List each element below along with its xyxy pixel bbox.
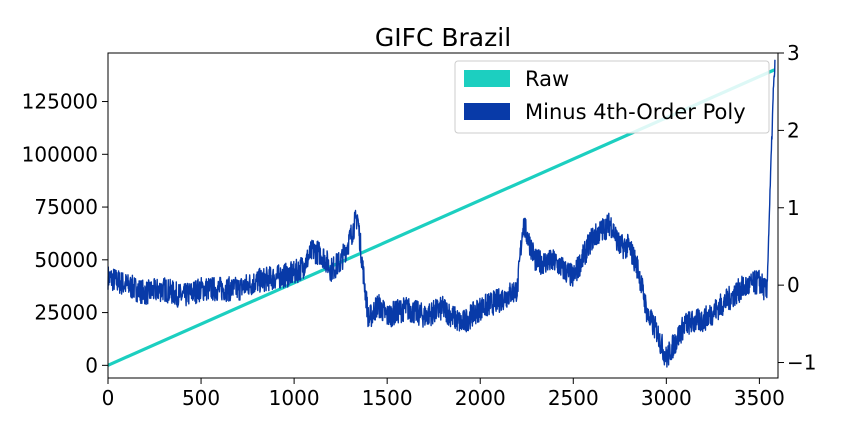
- series-minus-poly-line: [107, 59, 776, 368]
- y-right-tick-label: 2: [787, 118, 800, 142]
- y-left-tick-label: 100000: [22, 142, 98, 166]
- x-tick-label: 3000: [641, 386, 692, 410]
- x-tick-label: 2500: [548, 386, 599, 410]
- y-axis-left: 0 25000 50000 75000 100000 125000: [22, 90, 108, 377]
- legend-swatch-raw: [464, 70, 510, 87]
- x-tick-label: 1000: [269, 386, 320, 410]
- legend-label-raw: Raw: [525, 67, 569, 91]
- x-tick-label: 500: [182, 386, 220, 410]
- y-left-tick-label: 125000: [22, 90, 98, 114]
- x-tick-label: 2000: [455, 386, 506, 410]
- y-left-tick-label: 25000: [34, 301, 98, 325]
- legend-box: [454, 60, 770, 134]
- legend: Raw Minus 4th-Order Poly: [454, 60, 770, 134]
- x-tick-label: 0: [102, 386, 115, 410]
- y-right-tick-label: 1: [787, 196, 800, 220]
- legend-swatch-minus-poly: [464, 103, 510, 120]
- y-left-tick-label: 0: [85, 353, 98, 377]
- x-tick-label: 3500: [734, 386, 785, 410]
- y-right-tick-label: −1: [787, 351, 816, 375]
- x-axis: 0 500 1000 1500 2000 2500 3000 3500: [102, 378, 785, 410]
- y-left-tick-label: 75000: [34, 195, 98, 219]
- plot-frame: [107, 52, 779, 379]
- y-left-tick-label: 50000: [34, 248, 98, 272]
- legend-label-minus-poly: Minus 4th-Order Poly: [525, 100, 746, 124]
- chart-title: GIFC Brazil: [375, 23, 511, 52]
- y-right-tick-label: 3: [787, 41, 800, 65]
- y-right-tick-label: 0: [787, 273, 800, 297]
- x-tick-label: 1500: [362, 386, 413, 410]
- y-axis-right: −1 0 1 2 3: [778, 41, 816, 375]
